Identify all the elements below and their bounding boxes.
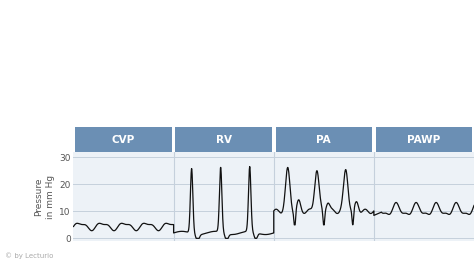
- Y-axis label: Pressure
in mm Hg: Pressure in mm Hg: [34, 174, 55, 219]
- Text: © by Lecturio: © by Lecturio: [5, 253, 53, 259]
- Text: CVP: CVP: [112, 134, 135, 145]
- Text: PAWP: PAWP: [407, 134, 440, 145]
- Text: RV: RV: [216, 134, 232, 145]
- Text: PA: PA: [317, 134, 331, 145]
